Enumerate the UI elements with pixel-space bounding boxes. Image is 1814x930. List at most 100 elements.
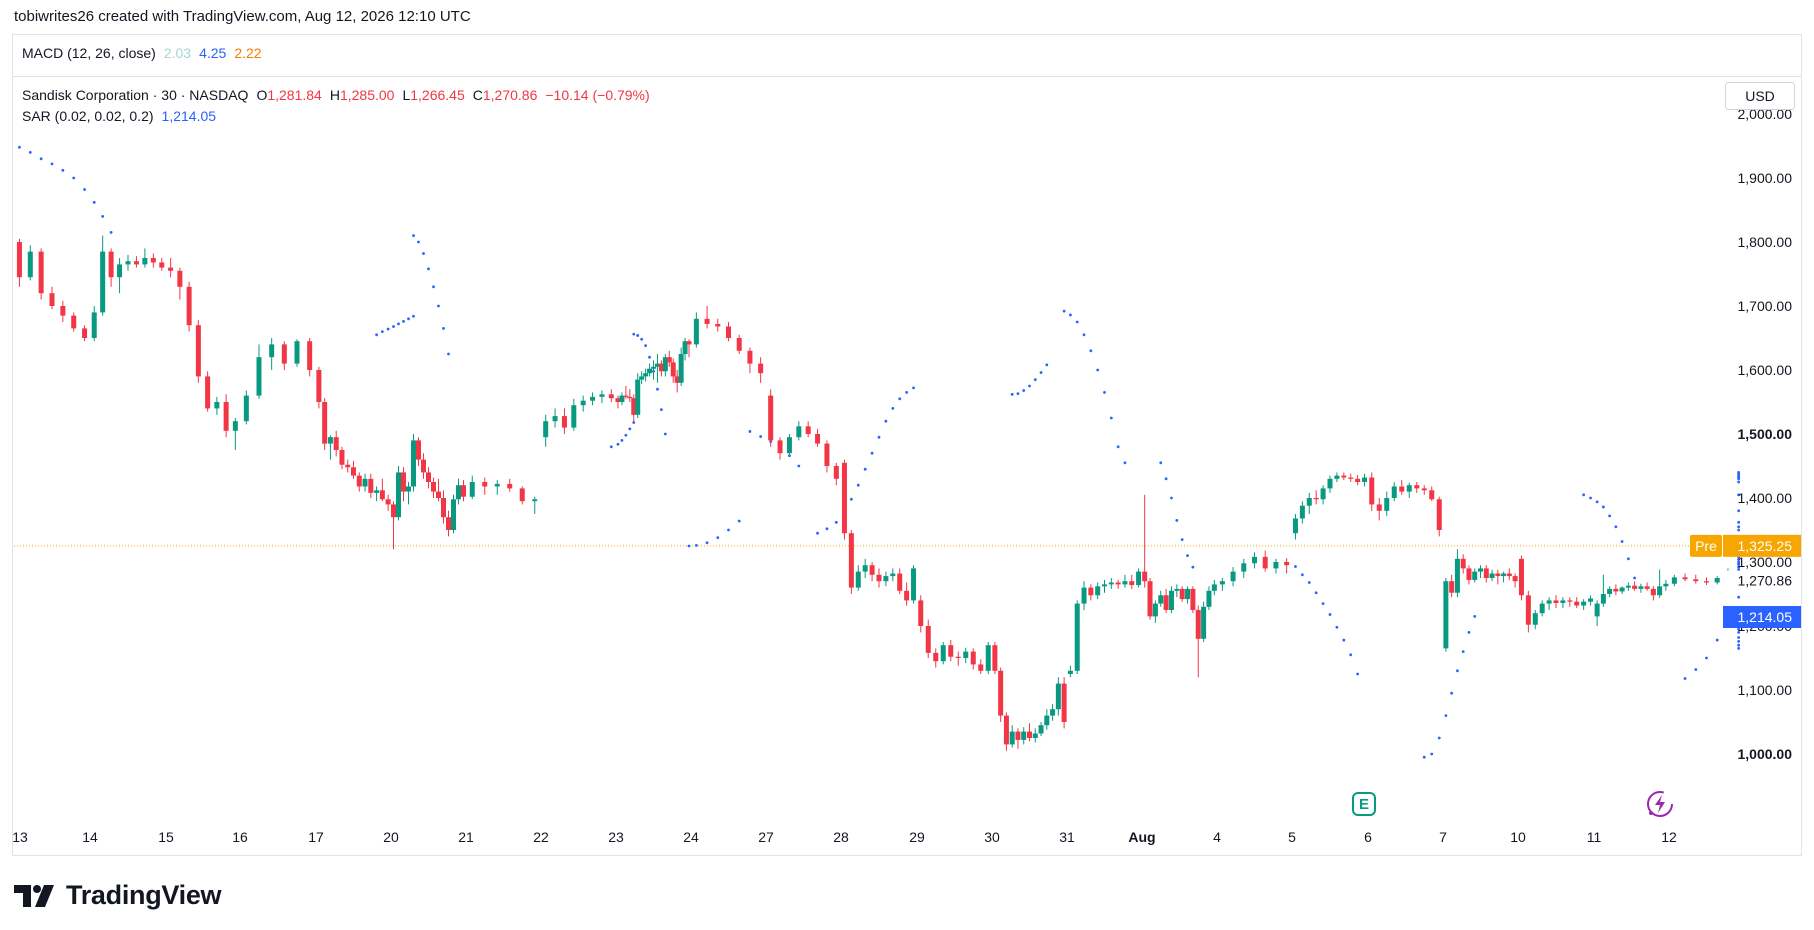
candle-body xyxy=(461,485,466,497)
sar-dot xyxy=(616,442,620,446)
candle-body xyxy=(214,402,220,409)
candle-body xyxy=(456,485,461,500)
candle-body xyxy=(159,262,165,268)
sar-dot xyxy=(1294,565,1297,568)
candle-body xyxy=(815,434,821,444)
candle-body xyxy=(768,395,774,441)
macd-legend[interactable]: MACD (12, 26, close) 2.03 4.25 2.22 xyxy=(22,45,262,61)
sar-dot xyxy=(640,337,644,341)
candle-body xyxy=(1341,475,1347,478)
time-axis[interactable]: 13 14 15 16 17 20 21 22 23 24 27 28 29 30 31 Aug 4 5 6 7 10 1… xyxy=(12,829,1677,845)
candle-body xyxy=(1021,731,1027,740)
earnings-e-icon[interactable]: E xyxy=(1352,792,1376,816)
sar-dot xyxy=(1039,371,1043,374)
close-label: C xyxy=(472,87,483,103)
currency-button[interactable]: USD xyxy=(1725,82,1795,110)
time-tick-label: 17 xyxy=(308,829,324,845)
candle-body xyxy=(339,450,345,465)
sar-dot xyxy=(1626,557,1630,561)
candle-body xyxy=(580,400,586,406)
sar-dot xyxy=(1595,500,1599,504)
sar-dot xyxy=(1737,647,1741,650)
sar-dot xyxy=(687,544,691,548)
candle-body xyxy=(1152,603,1158,617)
sar-dot xyxy=(1467,631,1471,634)
candle-body xyxy=(736,338,742,351)
sar-dot xyxy=(759,435,763,438)
sar-dot xyxy=(1737,631,1741,634)
candle-body xyxy=(507,483,513,489)
candle-body xyxy=(223,402,229,431)
candle-body xyxy=(1163,595,1169,610)
candle-body xyxy=(117,264,123,278)
candle-body xyxy=(1671,577,1677,584)
candle-body xyxy=(963,651,969,658)
sar-dot xyxy=(1715,638,1719,642)
sar-dot xyxy=(632,332,636,336)
candle-body xyxy=(1211,584,1217,591)
candle-body xyxy=(978,664,984,671)
sar-dot xyxy=(380,330,384,333)
sar-dot xyxy=(1589,496,1592,500)
candle-body xyxy=(715,323,721,327)
candle-body xyxy=(1081,587,1087,604)
candle-body xyxy=(1495,573,1501,577)
candle-body xyxy=(1478,568,1483,572)
sar-dot xyxy=(412,314,415,318)
candle-body xyxy=(543,421,549,438)
candle-body xyxy=(1115,582,1121,585)
candle-body xyxy=(1306,498,1312,506)
sar-dot xyxy=(884,419,888,423)
time-tick-label: 28 xyxy=(833,829,849,845)
sar-dot xyxy=(1045,363,1049,367)
candle-body xyxy=(322,402,328,444)
candle-body xyxy=(1501,573,1507,577)
candle-body xyxy=(49,293,55,306)
candle-body xyxy=(1512,576,1518,582)
candle-body xyxy=(1174,588,1180,591)
candle-body xyxy=(1142,571,1148,582)
candle-body xyxy=(635,379,641,415)
candle-body xyxy=(1158,595,1164,604)
time-tick-label: 10 xyxy=(1510,829,1526,845)
sar-dot xyxy=(1473,615,1477,618)
sar-price-badge xyxy=(1723,606,1801,629)
candle-body xyxy=(1320,488,1326,500)
candle-body xyxy=(1122,581,1128,585)
candle-body xyxy=(1613,588,1619,592)
pane-separator[interactable] xyxy=(13,76,1801,77)
lightning-bolt-icon[interactable] xyxy=(1645,789,1675,819)
candle-body xyxy=(482,482,488,487)
candle-body xyxy=(805,426,811,434)
price-tick-label: 1,500.00 xyxy=(1738,426,1793,442)
candle-body xyxy=(1369,477,1375,505)
sar-dot xyxy=(663,432,667,436)
symbol-name: Sandisk Corporation · 30 · NASDAQ xyxy=(22,87,249,103)
sar-dot xyxy=(1307,581,1311,584)
brand-name: TradingView xyxy=(66,880,222,910)
price-tick-label: 1,300.00 xyxy=(1738,554,1793,570)
candle-body xyxy=(232,421,238,431)
sar-dot xyxy=(109,231,113,234)
sar-dot xyxy=(1016,392,1020,396)
sar-legend[interactable]: SAR (0.02, 0.02, 0.2) 1,214.05 xyxy=(22,108,216,124)
candle-body xyxy=(1102,584,1107,587)
macd-value-3: 2.22 xyxy=(234,45,262,61)
tradingview-logo[interactable]: TradingView xyxy=(14,880,222,911)
candle-body xyxy=(269,344,275,358)
candle-body xyxy=(1567,600,1573,602)
close-value: 1,270.86 xyxy=(482,87,538,103)
candle-body xyxy=(1185,588,1191,600)
candle-body xyxy=(1436,499,1442,530)
candle-body xyxy=(205,376,211,409)
candle-body xyxy=(416,440,421,460)
candle-body xyxy=(1553,600,1559,603)
sar-dot xyxy=(1349,653,1353,657)
price-axis[interactable]: 2,000.00 1,900.00 1,800.00 1,700.00 1,600.00… xyxy=(1690,106,1801,762)
sar-dot xyxy=(1737,480,1741,484)
candle-body xyxy=(177,270,183,287)
price-tick-label: 1,100.00 xyxy=(1738,682,1793,698)
sar-dot xyxy=(61,168,65,172)
symbol-legend[interactable]: Sandisk Corporation · 30 · NASDAQ O 1,281… xyxy=(22,87,650,103)
